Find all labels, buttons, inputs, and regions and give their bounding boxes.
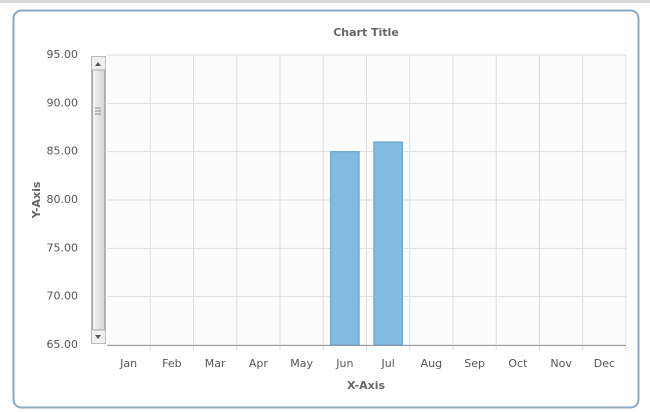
x-axis-title: X-Axis [347,379,386,392]
top-strip [0,0,650,3]
x-tick-label: Mar [205,357,226,370]
bar [373,141,403,346]
x-tick-label: May [290,357,313,370]
x-tick-label: Aug [421,357,442,370]
grid [107,54,627,350]
chart-title: Chart Title [333,26,399,39]
y-tick-label: 80.00 [47,193,79,206]
y-tick-label: 85.00 [47,145,79,158]
y-tick-label: 90.00 [47,96,79,109]
y-tick-label: 65.00 [47,338,79,351]
x-tick-label: Jul [380,357,394,370]
x-tick-label: Apr [249,357,269,370]
scroll-down[interactable] [95,335,101,339]
y-tick-label: 95.00 [47,48,79,61]
x-tick-label: Feb [162,357,181,370]
x-tick-label: Jun [335,357,353,370]
x-tick-label: Nov [550,357,572,370]
y-labels: 65.00 70.00 75.00 80.00 85.00 90.00 95.00 [47,48,79,351]
bar [330,151,360,346]
marks: Jan Feb Mar Apr May Jun Jul Aug Sep Oct Nov Dec [119,141,615,370]
x-tick-label: Sep [464,357,485,370]
y-tick-label: 75.00 [47,241,79,254]
y-axis-title: Y-Axis [30,181,43,219]
scroll-thumb[interactable] [92,69,105,331]
scroll-up[interactable] [95,62,101,66]
x-tick-label: Jan [119,357,137,370]
thumb-grip [95,107,101,115]
x-tick-label: Oct [508,357,528,370]
y-tick-label: 70.00 [47,290,79,303]
x-tick-label: Dec [594,357,615,370]
scrollbar[interactable] [91,56,106,344]
